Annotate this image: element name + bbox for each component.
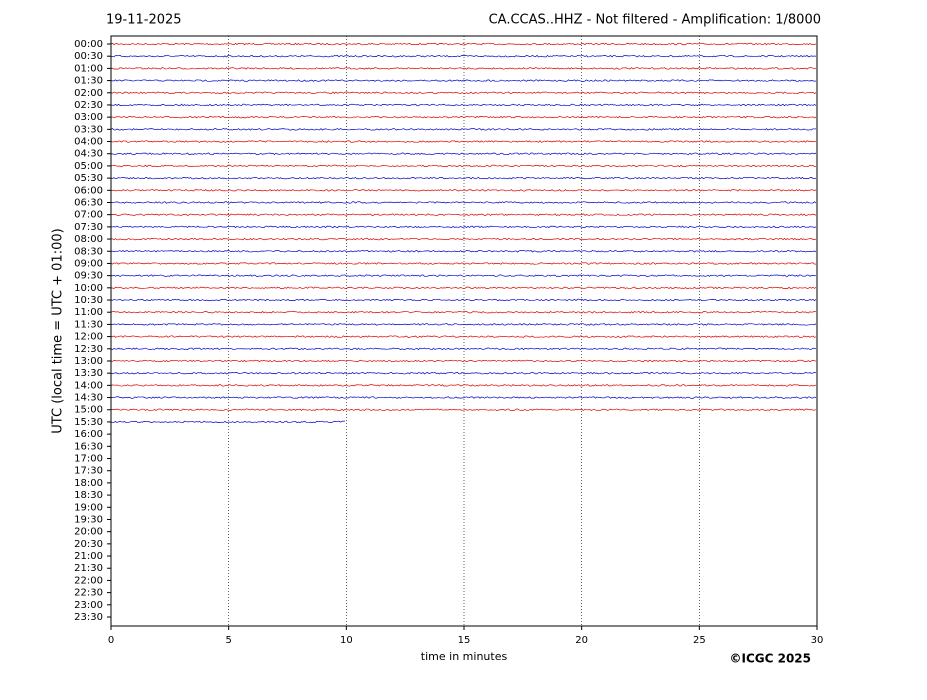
trace [110, 359, 817, 363]
y-tick-label: 22:00 [74, 575, 103, 586]
trace [110, 262, 817, 265]
x-axis-label: time in minutes [421, 650, 508, 663]
trace [110, 408, 817, 411]
y-tick-label: 16:30 [74, 441, 103, 452]
y-tick-label: 08:00 [74, 234, 103, 245]
trace [110, 225, 817, 229]
y-tick-label: 13:00 [74, 356, 103, 367]
trace [110, 384, 817, 387]
trace [110, 140, 817, 143]
y-tick-label: 20:30 [74, 539, 103, 550]
y-tick-label: 12:00 [74, 332, 103, 343]
y-tick-label: 11:30 [74, 319, 103, 330]
trace [110, 67, 817, 70]
y-tick-label: 03:00 [74, 112, 103, 123]
trace [110, 152, 817, 155]
y-tick-label: 04:30 [74, 149, 103, 160]
trace [110, 310, 817, 314]
x-tick-label: 0 [108, 635, 114, 646]
y-tick-label: 19:00 [74, 502, 103, 513]
y-tick-label: 06:30 [74, 197, 103, 208]
trace [110, 237, 817, 241]
trace [110, 274, 817, 277]
y-tick-label: 05:30 [74, 173, 103, 184]
trace [110, 371, 817, 375]
y-tick-label: 18:30 [74, 490, 103, 501]
y-tick-label: 00:30 [74, 51, 103, 62]
y-tick-label: 13:30 [74, 368, 103, 379]
y-tick-label: 12:30 [74, 344, 103, 355]
trace [110, 298, 817, 302]
y-tick-label: 06:00 [74, 185, 103, 196]
x-tick-label: 30 [811, 635, 824, 646]
y-tick-label: 09:30 [74, 271, 103, 282]
credit: ©ICGC 2025 [729, 652, 811, 666]
x-tick-label: 25 [693, 635, 706, 646]
y-tick-label: 23:00 [74, 600, 103, 611]
y-tick-label: 16:00 [74, 429, 103, 440]
y-tick-label: 02:00 [74, 88, 103, 99]
y-tick-label: 10:00 [74, 283, 103, 294]
trace [110, 54, 817, 58]
trace [110, 213, 817, 216]
y-tick-label: 02:30 [74, 100, 103, 111]
chart-title: CA.CCAS..HHZ - Not filtered - Amplificat… [489, 13, 821, 28]
y-tick-label: 22:30 [74, 588, 103, 599]
y-tick-label: 11:00 [74, 307, 103, 318]
y-tick-label: 09:00 [74, 258, 103, 269]
y-tick-label: 20:00 [74, 527, 103, 538]
trace [110, 250, 817, 253]
y-tick-label: 03:30 [74, 124, 103, 135]
trace [110, 347, 817, 351]
y-tick-label: 21:30 [74, 563, 103, 574]
trace [110, 396, 817, 399]
y-tick-label: 17:00 [74, 454, 103, 465]
y-tick-label: 00:00 [74, 39, 103, 50]
y-tick-label: 08:30 [74, 246, 103, 257]
trace [110, 323, 817, 326]
y-tick-label: 19:30 [74, 514, 103, 525]
y-tick-label: 14:30 [74, 393, 103, 404]
y-tick-label: 01:30 [74, 76, 103, 87]
y-tick-label: 15:30 [74, 417, 103, 428]
trace [110, 335, 817, 338]
trace [110, 176, 817, 180]
y-tick-label: 10:30 [74, 295, 103, 306]
plot-frame [110, 35, 818, 627]
x-tick-label: 10 [340, 635, 353, 646]
trace [110, 201, 817, 204]
trace [110, 189, 817, 192]
y-tick-label: 05:00 [74, 161, 103, 172]
trace [110, 115, 817, 119]
y-tick-label: 07:00 [74, 210, 103, 221]
trace [110, 103, 817, 107]
x-tick-label: 15 [458, 635, 471, 646]
y-tick-label: 15:00 [74, 405, 103, 416]
chart-date: 19-11-2025 [106, 13, 182, 28]
y-tick-label: 23:30 [74, 612, 103, 623]
x-tick-label: 20 [575, 635, 588, 646]
x-tick-label: 5 [225, 635, 231, 646]
trace [110, 128, 817, 131]
y-tick-label: 07:30 [74, 222, 103, 233]
y-axis-label: UTC (local time = UTC + 01:00) [51, 228, 66, 433]
trace [110, 286, 817, 290]
trace [110, 79, 817, 82]
trace [110, 164, 817, 168]
trace [110, 91, 817, 95]
y-tick-label: 01:00 [74, 63, 103, 74]
y-tick-label: 14:00 [74, 380, 103, 391]
trace [110, 420, 346, 424]
trace [110, 42, 817, 46]
y-tick-label: 21:00 [74, 551, 103, 562]
y-tick-label: 04:00 [74, 137, 103, 148]
y-tick-label: 17:30 [74, 466, 103, 477]
y-tick-label: 18:00 [74, 478, 103, 489]
